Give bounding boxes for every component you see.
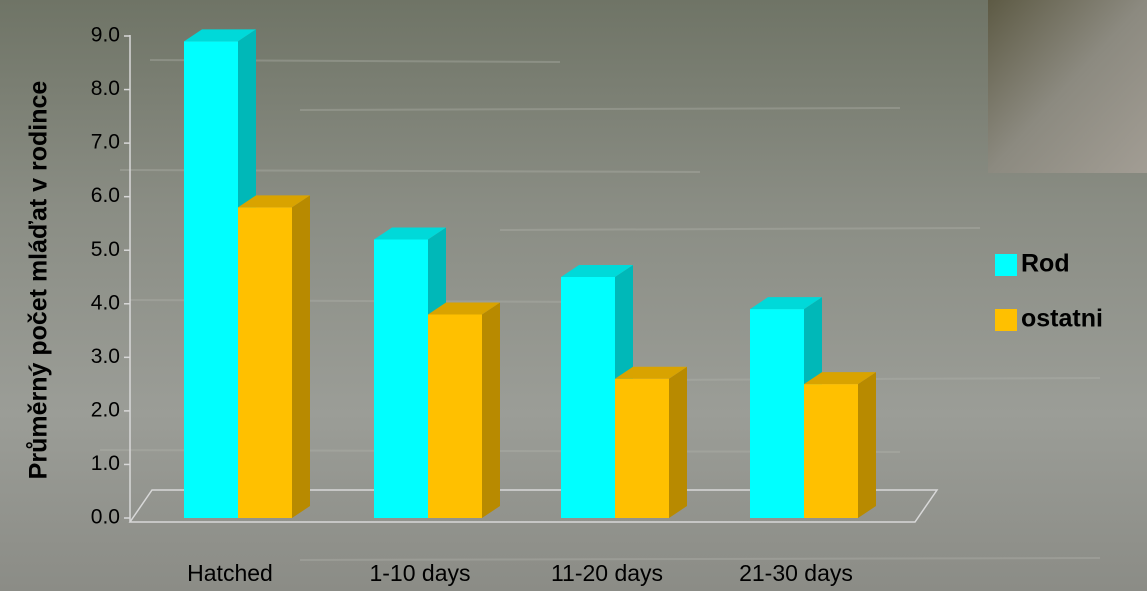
bar [615,378,669,518]
y-tick-label: 8.0 [91,77,120,100]
bar-top [374,227,446,240]
y-tick-label: 4.0 [91,291,120,314]
legend-label: ostatni [1021,305,1103,333]
bar-top [238,195,310,208]
bar-top [750,297,822,310]
bar [561,277,615,518]
bar [184,41,238,518]
y-tick-label: 6.0 [91,184,120,207]
y-tick-label: 3.0 [91,345,120,368]
floor [128,489,939,523]
bar-top [428,302,500,315]
y-tick-label: 9.0 [91,24,120,47]
legend-swatch [995,254,1017,276]
bar [374,239,428,518]
x-tick-label: 11-20 days [551,560,663,586]
bar-top [804,372,876,385]
y-tick-label: 1.0 [91,452,120,475]
bar [750,309,804,518]
x-tick-label: 1-10 days [369,560,470,586]
x-tick-label: 21-30 days [739,560,853,586]
bar-top [615,366,687,379]
bar-top [184,29,256,42]
bar-side [482,302,500,518]
y-tick-label: 5.0 [91,238,120,261]
bar-side [669,366,687,518]
y-axis-title: Průměrný počet mláďat v rodince [25,81,53,480]
bar [238,207,292,518]
bar [428,314,482,518]
bar-side [292,195,310,518]
legend-swatch [995,309,1017,331]
bar-side [858,372,876,518]
x-tick-label: Hatched [187,560,273,586]
y-tick-label: 7.0 [91,131,120,154]
y-tick-label: 0.0 [91,506,120,529]
bar [804,384,858,518]
legend-label: Rod [1021,250,1070,278]
y-tick-label: 2.0 [91,398,120,421]
inset-photo [988,0,1147,173]
bar-top [561,265,633,277]
